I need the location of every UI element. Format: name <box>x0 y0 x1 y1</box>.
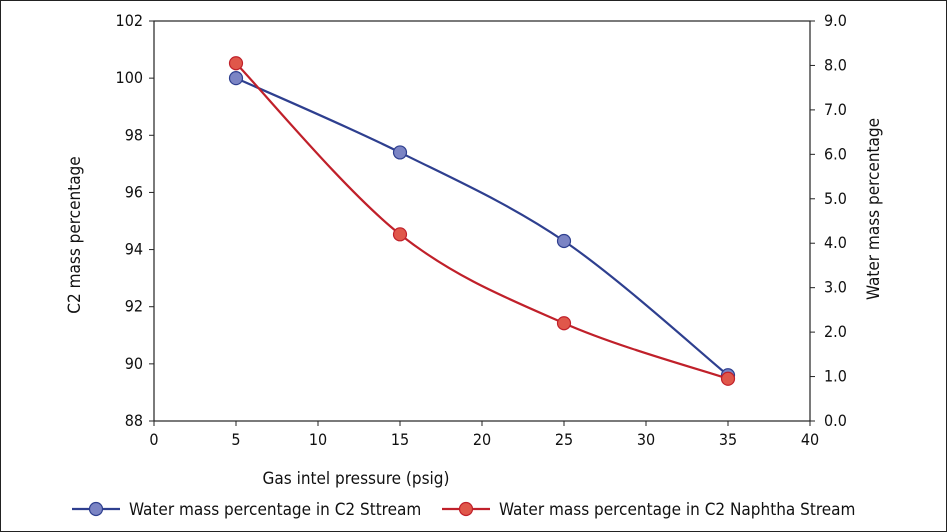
left-y-tick-label: 94 <box>125 240 143 259</box>
series-1-point <box>228 71 244 86</box>
left-y-axis-title: C2 mass percentage <box>65 156 85 313</box>
left-y-tick-label: 96 <box>125 182 143 201</box>
right-y-tick-label: 0.0 <box>824 411 847 430</box>
right-y-tick-label: 3.0 <box>824 278 847 297</box>
left-y-tick-label: 102 <box>116 11 143 30</box>
left-y-tick-label: 88 <box>125 411 143 430</box>
right-y-axis-title: Water mass percentage <box>864 118 884 300</box>
series-2-point <box>720 371 736 386</box>
right-y-tick-label: 5.0 <box>824 189 847 208</box>
right-y-tick-label: 6.0 <box>824 144 847 163</box>
right-y-tick-label: 4.0 <box>824 233 847 252</box>
series-line-1 <box>235 77 729 377</box>
left-y-tick-label: 90 <box>125 354 143 373</box>
x-tick-label: 15 <box>391 430 409 449</box>
right-y-tick-label: 8.0 <box>824 55 847 74</box>
series-1-point <box>556 233 572 249</box>
series-2-point <box>556 316 572 331</box>
x-tick-label: 0 <box>149 430 158 449</box>
right-y-tick-label: 9.0 <box>824 11 847 30</box>
x-tick-label: 30 <box>637 430 655 449</box>
series-line-2 <box>235 62 729 380</box>
series-1-point <box>392 145 408 160</box>
legend-label-1: Water mass percentage in C2 Sttream <box>129 500 421 520</box>
left-y-tick-label: 100 <box>116 68 143 87</box>
legend-marker-1 <box>88 501 104 517</box>
x-axis-title: Gas intel pressure (psig) <box>263 469 450 489</box>
left-y-tick-label: 98 <box>125 125 143 144</box>
x-tick-label: 35 <box>719 430 737 449</box>
x-tick-label: 25 <box>555 430 573 449</box>
x-tick-label: 10 <box>309 430 327 449</box>
x-tick-label: 40 <box>801 430 819 449</box>
plot-area: 0 5 10 15 20 25 30 35 40 88 90 92 94 96 98 100 102 0.0 1.0… <box>116 11 847 449</box>
right-y-tick-label: 7.0 <box>824 100 847 119</box>
series-2-point <box>392 227 408 242</box>
x-tick-label: 5 <box>231 430 240 449</box>
right-y-tick-label: 1.0 <box>824 367 847 386</box>
x-tick-label: 20 <box>473 430 491 449</box>
legend: Water mass percentage in C2 Sttream Water… <box>72 500 855 520</box>
legend-marker-2 <box>458 501 474 517</box>
series-layer <box>228 56 736 386</box>
series-2-point <box>228 56 244 71</box>
legend-label-2: Water mass percentage in C2 Naphtha Stre… <box>499 500 855 520</box>
left-y-tick-label: 92 <box>125 297 143 316</box>
right-y-tick-label: 2.0 <box>824 322 847 341</box>
